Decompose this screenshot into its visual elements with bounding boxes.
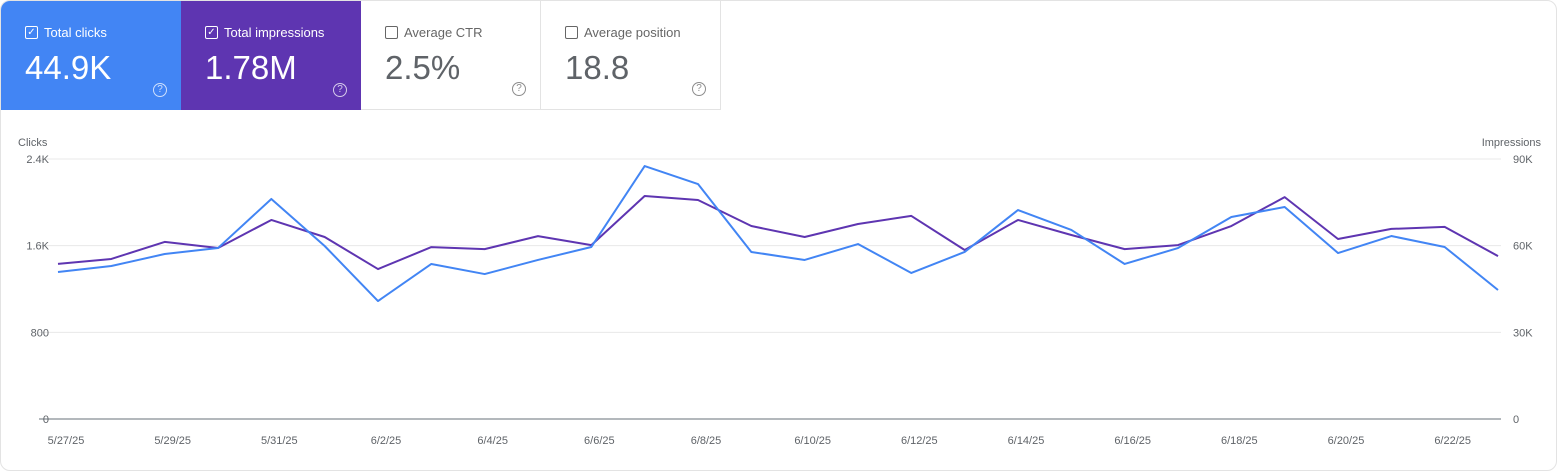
right-tick-label: 60K bbox=[1513, 241, 1533, 253]
x-tick-label: 5/27/25 bbox=[48, 435, 85, 447]
x-tick-label: 6/22/25 bbox=[1434, 435, 1471, 447]
x-tick-label: 6/14/25 bbox=[1008, 435, 1045, 447]
metric-label: Average position bbox=[565, 25, 681, 40]
right-tick-label: 0 bbox=[1513, 414, 1519, 426]
help-icon[interactable]: ? bbox=[333, 83, 347, 97]
x-tick-label: 5/31/25 bbox=[261, 435, 298, 447]
series-line-impressions bbox=[57, 194, 1499, 271]
metric-name: Total clicks bbox=[44, 25, 107, 40]
left-tick-label: 1.6K bbox=[26, 241, 49, 253]
x-tick-label: 6/10/25 bbox=[794, 435, 831, 447]
metric-card-total-clicks[interactable]: ✓ Total clicks 44.9K ? bbox=[1, 1, 181, 110]
x-tick-label: 6/20/25 bbox=[1328, 435, 1365, 447]
metric-label: ✓ Total impressions bbox=[205, 25, 324, 40]
metric-name: Total impressions bbox=[224, 25, 325, 40]
right-tick-label: 30K bbox=[1513, 327, 1533, 339]
metric-name: Average CTR bbox=[404, 25, 483, 40]
series-line-clicks bbox=[57, 165, 1499, 303]
help-icon[interactable]: ? bbox=[512, 82, 526, 96]
metric-value: 1.78M bbox=[205, 49, 297, 86]
x-tick-label: 6/2/25 bbox=[371, 435, 402, 447]
left-axis-label: Clicks bbox=[18, 137, 48, 149]
checkbox-unchecked-icon[interactable] bbox=[565, 26, 578, 39]
metric-name: Average position bbox=[584, 25, 681, 40]
left-tick-label: 800 bbox=[31, 327, 49, 339]
metric-card-total-impressions[interactable]: ✓ Total impressions 1.78M ? bbox=[181, 1, 361, 110]
help-icon[interactable]: ? bbox=[692, 82, 706, 96]
checkbox-unchecked-icon[interactable] bbox=[385, 26, 398, 39]
right-tick-label: 90K bbox=[1513, 154, 1533, 166]
x-tick-label: 6/6/25 bbox=[584, 435, 615, 447]
metric-value: 18.8 bbox=[565, 49, 630, 86]
left-tick-label: 2.4K bbox=[26, 154, 49, 166]
metric-card-average-position[interactable]: Average position 18.8 ? bbox=[541, 1, 721, 110]
metric-card-average-ctr[interactable]: Average CTR 2.5% ? bbox=[361, 1, 541, 110]
checkbox-checked-icon[interactable]: ✓ bbox=[25, 26, 38, 39]
x-tick-label: 6/12/25 bbox=[901, 435, 938, 447]
metric-value: 44.9K bbox=[25, 49, 112, 86]
metric-label: ✓ Total clicks bbox=[25, 25, 107, 40]
metric-value: 2.5% bbox=[385, 49, 461, 86]
left-tick-label: 0 bbox=[43, 414, 49, 426]
x-tick-label: 5/29/25 bbox=[154, 435, 191, 447]
x-tick-label: 6/16/25 bbox=[1114, 435, 1151, 447]
checkbox-checked-icon[interactable]: ✓ bbox=[205, 26, 218, 39]
help-icon[interactable]: ? bbox=[153, 83, 167, 97]
x-tick-label: 6/18/25 bbox=[1221, 435, 1258, 447]
x-tick-label: 6/4/25 bbox=[477, 435, 508, 447]
metric-label: Average CTR bbox=[385, 25, 483, 40]
x-tick-label: 6/8/25 bbox=[691, 435, 722, 447]
right-axis-label: Impressions bbox=[1482, 137, 1542, 149]
